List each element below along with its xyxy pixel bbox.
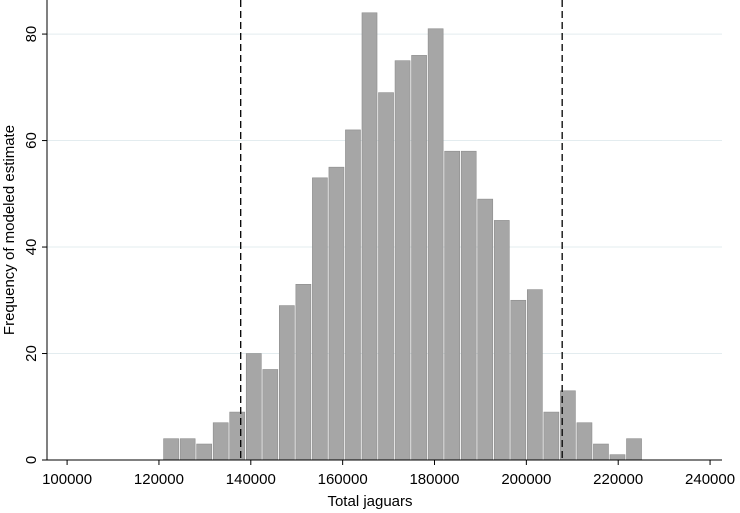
bar — [328, 166, 345, 461]
bar — [378, 92, 394, 461]
bar — [444, 150, 460, 461]
x-tick-label: 100000 — [42, 471, 92, 488]
bar — [345, 129, 361, 461]
bar — [527, 289, 543, 461]
bar — [394, 60, 411, 461]
bar — [245, 353, 262, 461]
x-tick-label: 180000 — [409, 471, 459, 488]
bar — [196, 443, 212, 461]
bar — [411, 55, 427, 461]
x-tick-label: 220000 — [593, 471, 643, 488]
bar — [576, 422, 593, 461]
bar — [163, 438, 179, 461]
x-tick-label: 120000 — [134, 471, 184, 488]
bar — [510, 299, 527, 461]
bar — [609, 454, 626, 461]
bar — [593, 443, 609, 461]
bar — [361, 12, 378, 461]
y-tick-label: 20 — [23, 345, 40, 362]
y-tick-label: 0 — [23, 456, 40, 464]
bar — [229, 411, 246, 461]
x-tick-label: 240000 — [685, 471, 735, 488]
y-tick-label: 40 — [23, 239, 40, 256]
bar — [262, 369, 279, 461]
y-tick-label: 60 — [23, 132, 40, 149]
bar — [312, 177, 328, 461]
x-tick-label: 200000 — [501, 471, 551, 488]
bar — [493, 220, 510, 461]
x-axis-label: Total jaguars — [327, 493, 412, 510]
bar — [626, 438, 642, 461]
bar — [543, 411, 560, 461]
bar — [279, 305, 295, 461]
x-tick-label: 140000 — [226, 471, 276, 488]
bar — [460, 150, 477, 461]
bar — [477, 198, 494, 461]
x-tick-label: 160000 — [318, 471, 368, 488]
y-tick-label: 80 — [23, 26, 40, 43]
bar — [427, 28, 444, 461]
y-axis-label: Frequency of modeled estimate — [1, 125, 18, 335]
bar — [295, 284, 312, 461]
bar — [179, 438, 196, 461]
bar — [212, 422, 229, 461]
